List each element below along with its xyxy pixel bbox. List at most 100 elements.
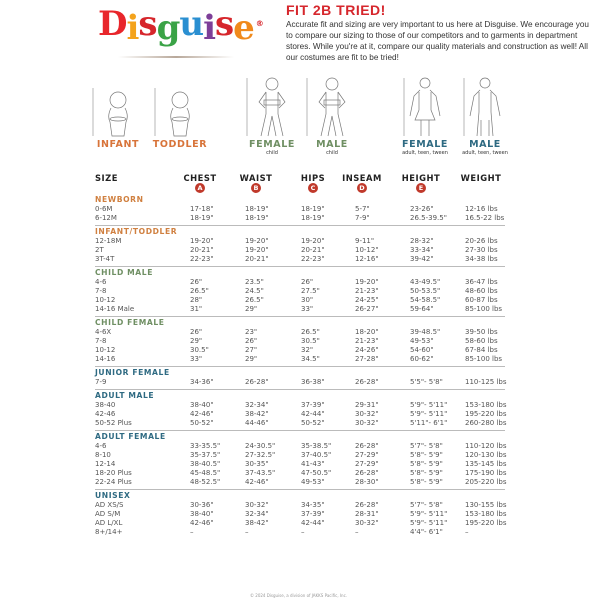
cell-chest: 35-37.5" [190, 451, 221, 459]
cell-inseam: 27-28" [355, 355, 379, 363]
column-header-weight: WEIGHT [460, 173, 502, 183]
cell-inseam: 5-7" [355, 205, 370, 213]
cell-chest: – [190, 528, 194, 536]
cell-height: 5'8"- 5'9" [410, 460, 443, 468]
cell-inseam: 19-20" [355, 278, 379, 286]
cell-inseam: 21-23" [355, 337, 379, 345]
cell-inseam: 29-31" [355, 401, 379, 409]
table-row: 4-6X 26" 23" 26.5" 18-20" 39-48.5" 39-50 lbs [95, 328, 505, 337]
cell-waist: 37-43.5" [245, 469, 276, 477]
figure-sublabel: child [266, 150, 278, 156]
logo-shadow [118, 56, 234, 58]
cell-inseam: 26-28" [355, 469, 379, 477]
cell-inseam: – [355, 528, 359, 536]
section-unisex: UNISEX AD XS/S 30-36" 30-32" 34-35" 26-28" 5'7… [95, 490, 507, 539]
cell-size: 50-52 Plus [95, 419, 132, 427]
cell-weight: 27-30 lbs [465, 246, 498, 254]
cell-inseam: 9-11" [355, 237, 375, 245]
cell-hips: 37-40.5" [301, 451, 332, 459]
cell-chest: 38-40" [190, 401, 214, 409]
cell-inseam: 27-29" [355, 460, 379, 468]
cell-waist: 26" [245, 337, 258, 345]
cell-inseam: 26-28" [355, 378, 379, 386]
cell-waist: 38-42" [245, 410, 269, 418]
cell-hips: 19-20" [301, 237, 325, 245]
cell-hips: 32" [301, 346, 314, 354]
cell-height: 5'7"- 5'8" [410, 442, 443, 450]
body-outline-icon [403, 77, 441, 136]
cell-size: 38-40 [95, 401, 116, 409]
section-adult-female: ADULT FEMALE 4-6 33-35.5" 24-30.5" 35-38.5" 2… [95, 431, 507, 490]
cell-weight: 16.5-22 lbs [465, 214, 505, 222]
cell-hips: 37-39" [301, 401, 325, 409]
cell-size: 7-8 [95, 287, 107, 295]
table-row: 4-6 26" 23.5" 26" 19-20" 43-49.5" 36-47 lbs [95, 278, 505, 287]
cell-height: 50-53.5" [410, 287, 441, 295]
cell-chest: 33" [190, 355, 203, 363]
cell-waist: 30-35" [245, 460, 269, 468]
cell-hips: 50-52" [301, 419, 325, 427]
cell-weight: 110-120 lbs [465, 442, 507, 450]
column-header-size: SIZE [95, 173, 118, 183]
figure-female-adult: FEMALE child [237, 76, 307, 156]
column-header-chest: CHEST [183, 173, 217, 183]
cell-weight: 20-26 lbs [465, 237, 498, 245]
cell-hips: 27.5" [301, 287, 320, 295]
cell-inseam: 27-29" [355, 451, 379, 459]
cell-size: 3T-4T [95, 255, 115, 263]
cell-weight: 34-38 lbs [465, 255, 498, 263]
section-child-female: CHILD FEMALE 4-6X 26" 23" 26.5" 18-20" 39-48.5… [95, 317, 505, 367]
cell-size: 42-46 [95, 410, 116, 418]
cell-chest: 19-20" [190, 237, 214, 245]
table-row: 8+/14+ – – – – 4'4"- 6'1" – [95, 528, 505, 537]
cell-waist: 23" [245, 328, 258, 336]
table-row: 4-6 33-35.5" 24-30.5" 35-38.5" 26-28" 5'7"- 5… [95, 442, 507, 451]
cell-weight: 48-60 lbs [465, 287, 498, 295]
cell-size: 18-20 Plus [95, 469, 132, 477]
cell-size: 0-6M [95, 205, 113, 213]
cell-waist: 19-20" [245, 237, 269, 245]
cell-height: 5'9"- 5'11" [410, 401, 448, 409]
section-title: JUNIOR FEMALE [95, 368, 170, 377]
cell-hips: 34-35" [301, 501, 325, 509]
cell-inseam: 21-23" [355, 287, 379, 295]
cell-chest: 17-18" [190, 205, 214, 213]
cell-chest: 20-21" [190, 246, 214, 254]
cell-hips: – [301, 528, 305, 536]
intro-text: Accurate fit and sizing are very importa… [286, 20, 589, 62]
cell-inseam: 18-20" [355, 328, 379, 336]
cell-hips: 42-44" [301, 519, 325, 527]
section-newborn: NEWBORN 0-6M 17-18" 18-19" 18-19" 5-7" 23-26" 1… [95, 194, 505, 226]
cell-size: 8-10 [95, 451, 111, 459]
cell-height: 5'8"- 5'9" [410, 478, 443, 486]
cell-height: 28-32" [410, 237, 434, 245]
table-row: 10-12 28" 26.5" 30" 24-25" 54-58.5" 60-87 lbs [95, 296, 505, 305]
cell-height: 5'5"- 5'8" [410, 378, 443, 386]
measurement-badge-d: D [357, 183, 367, 193]
table-row: 38-40 38-40" 32-34" 37-39" 29-31" 5'9"- 5'11"… [95, 401, 507, 410]
table-row: 12-14 38-40.5" 30-35" 41-43" 27-29" 5'8"- 5'9… [95, 460, 507, 469]
figure-sublabel: adult, teen, tween [402, 150, 448, 156]
figure-label: TODDLER [152, 139, 208, 150]
table-row: 42-46 42-46" 38-42" 42-44" 30-32" 5'9"- 5'11"… [95, 410, 507, 419]
cell-weight: 60-87 lbs [465, 296, 498, 304]
cell-chest: 28" [190, 296, 203, 304]
column-header-waist: WAIST [239, 173, 273, 183]
cell-size: 14-16 Male [95, 305, 135, 313]
cell-waist: 18-19" [245, 205, 269, 213]
cell-waist: 32-34" [245, 510, 269, 518]
cell-chest: 18-19" [190, 214, 214, 222]
cell-chest: 30.5" [190, 346, 209, 354]
measurement-badge-c: C [308, 183, 318, 193]
cell-waist: 44-46" [245, 419, 269, 427]
cell-chest: 42-46" [190, 410, 214, 418]
table-row: 8-10 35-37.5" 27-32.5" 37-40.5" 27-29" 5'8"- … [95, 451, 507, 460]
cell-waist: 18-19" [245, 214, 269, 222]
disguise-logo: Disguise ® [98, 2, 264, 48]
logo-letter: e [233, 8, 255, 48]
figure-label: FEMALE [402, 139, 448, 150]
cell-weight: 205-220 lbs [465, 478, 507, 486]
cell-size: 4-6 [95, 442, 107, 450]
cell-hips: 22-23" [301, 255, 325, 263]
cell-size: 7-8 [95, 337, 107, 345]
